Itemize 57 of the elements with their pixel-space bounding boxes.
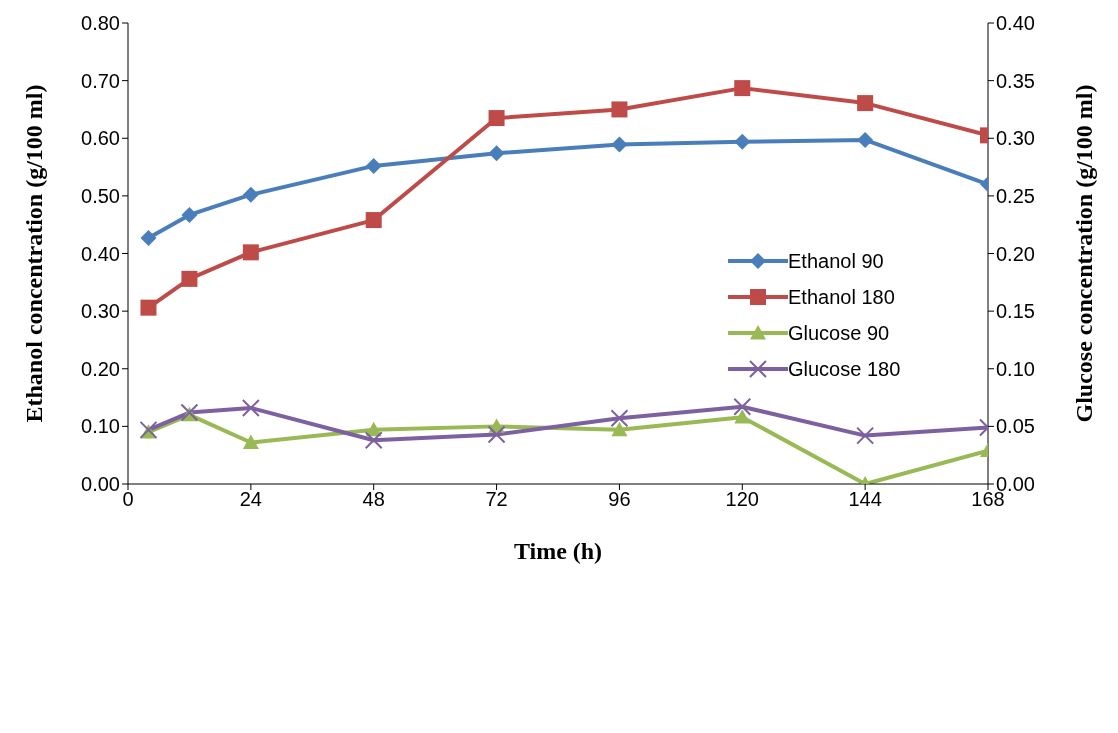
point [734, 80, 751, 97]
point [734, 133, 751, 150]
y2-tick-label: 0.40 [996, 12, 1035, 35]
point [610, 409, 629, 428]
point [140, 299, 157, 316]
point [857, 131, 874, 148]
y-tick-label: 0.40 [81, 242, 120, 265]
point [857, 95, 874, 112]
point [856, 426, 875, 445]
y-tick-label: 0.00 [81, 473, 120, 496]
x-tick-label: 72 [485, 488, 508, 511]
point [611, 136, 628, 153]
y-tick-label: 0.50 [81, 184, 120, 207]
point [140, 229, 157, 246]
point [241, 398, 260, 417]
y-tick-label: 0.80 [81, 12, 120, 35]
y-tick-label: 0.60 [81, 127, 120, 150]
point [181, 206, 198, 223]
point [242, 434, 259, 449]
point [365, 157, 382, 174]
y-tick-label: 0.30 [81, 300, 120, 323]
y-tick-label: 0.10 [81, 415, 120, 438]
point [611, 421, 628, 437]
point [487, 425, 506, 444]
legend-label: Glucose 180 [788, 357, 901, 381]
point [733, 397, 752, 416]
y2-tick-label: 0.05 [996, 415, 1035, 438]
y-tick-label: 0.70 [81, 69, 120, 92]
point [734, 409, 751, 424]
y2-tick-label: 0.25 [996, 184, 1035, 207]
y2-tick-label: 0.35 [996, 69, 1035, 92]
y2-tick-label: 0.30 [996, 127, 1035, 150]
point [365, 212, 382, 229]
x-tick-label: 48 [362, 488, 385, 511]
x-tick-label: 120 [725, 488, 759, 511]
point [488, 145, 505, 162]
y2-tick-label: 0.20 [996, 242, 1035, 265]
x-axis-title: Time (h) [513, 538, 603, 564]
legend-label: Glucose 90 [788, 321, 890, 345]
y-axis-title: Ethanol concentration (g/100 ml) [20, 84, 47, 423]
legend-label: Ethanol 90 [788, 249, 884, 273]
y-tick-label: 0.20 [81, 357, 120, 380]
point [242, 244, 259, 261]
y2-tick-label: 0.15 [996, 300, 1035, 323]
point [181, 270, 198, 287]
point [488, 110, 505, 127]
y2-axis-title: Glucose concentration (g/100 ml) [1070, 84, 1097, 423]
x-tick-label: 0 [122, 488, 134, 511]
x-tick-label: 144 [848, 488, 882, 511]
x-tick-label: 96 [608, 488, 631, 511]
x-tick-label: 24 [239, 488, 262, 511]
point [242, 186, 259, 203]
point [139, 420, 158, 439]
point [611, 101, 628, 118]
y2-tick-label: 0.10 [996, 357, 1035, 380]
point [364, 431, 383, 450]
legend-label: Ethanol 180 [788, 285, 895, 309]
